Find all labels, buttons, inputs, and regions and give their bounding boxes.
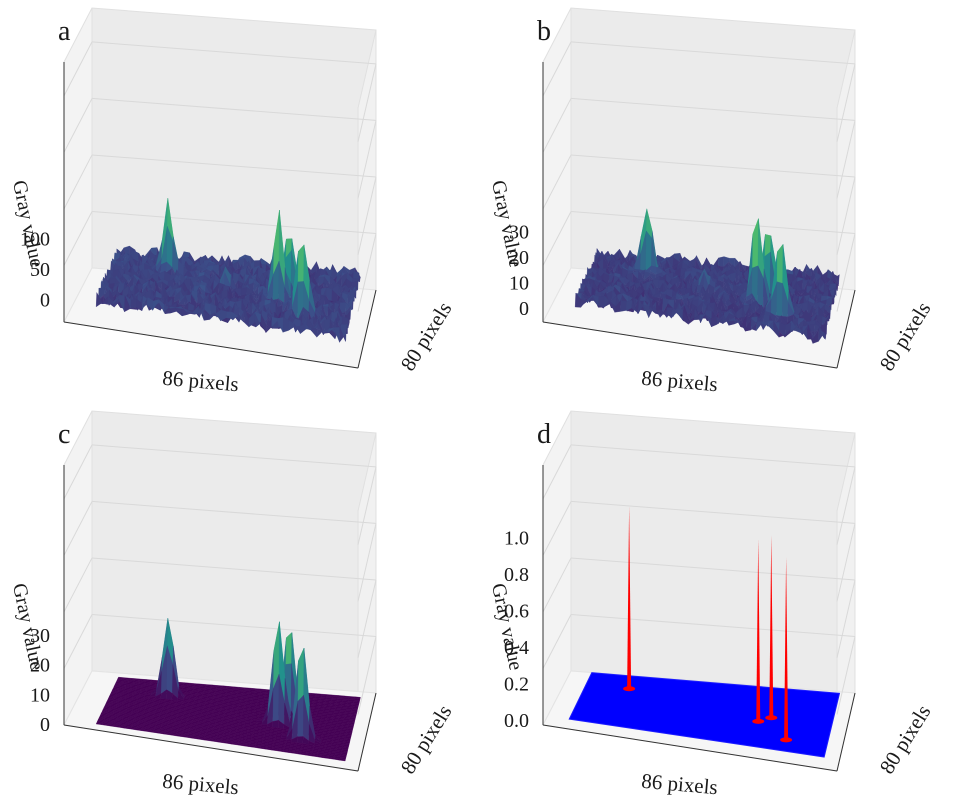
surface-cell bbox=[777, 282, 783, 317]
left-pane bbox=[64, 8, 92, 322]
x-axis-label: 86 pixels bbox=[640, 366, 718, 397]
z-tick-label: 0 bbox=[519, 298, 529, 320]
y-axis-label: 80 pixels bbox=[875, 298, 936, 376]
z-tick-label: 0 bbox=[40, 290, 50, 312]
surface-cell bbox=[598, 296, 604, 307]
panel-letter: b bbox=[537, 16, 551, 47]
surface-cell bbox=[273, 720, 279, 728]
z-tick-label: 10 bbox=[509, 273, 529, 295]
surface-cell bbox=[298, 245, 304, 282]
x-axis-label: 86 pixels bbox=[161, 366, 239, 397]
left-pane bbox=[543, 8, 571, 322]
surface-cell bbox=[286, 633, 292, 665]
z-axis-label: Gray value bbox=[8, 178, 48, 269]
back-pane bbox=[571, 8, 855, 290]
surface-cell bbox=[131, 299, 137, 308]
back-pane bbox=[92, 8, 376, 290]
back-pane bbox=[92, 411, 376, 693]
left-pane bbox=[64, 411, 92, 725]
panel-letter: a bbox=[58, 16, 71, 47]
surface-cell bbox=[620, 301, 626, 312]
surface-cell bbox=[718, 257, 724, 267]
y-axis-label: 80 pixels bbox=[396, 298, 457, 376]
surface-cell bbox=[646, 231, 652, 271]
surface-cell bbox=[226, 312, 232, 319]
surface-cell bbox=[257, 721, 263, 723]
